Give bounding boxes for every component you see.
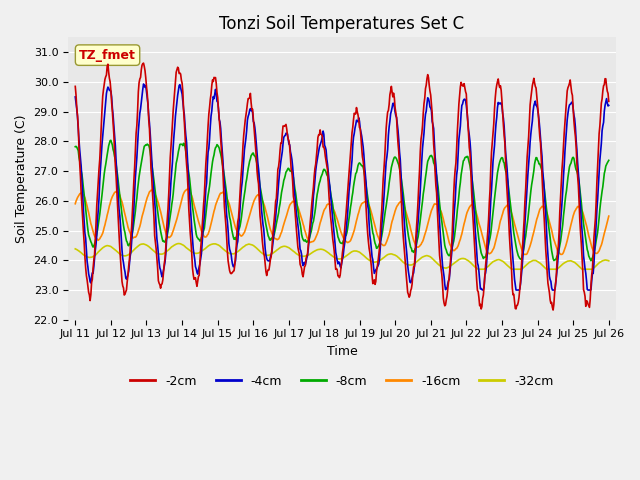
X-axis label: Time: Time [326, 345, 357, 358]
Legend: -2cm, -4cm, -8cm, -16cm, -32cm: -2cm, -4cm, -8cm, -16cm, -32cm [125, 370, 559, 393]
Y-axis label: Soil Temperature (C): Soil Temperature (C) [15, 114, 28, 243]
Title: Tonzi Soil Temperatures Set C: Tonzi Soil Temperatures Set C [220, 15, 465, 33]
Text: TZ_fmet: TZ_fmet [79, 48, 136, 61]
